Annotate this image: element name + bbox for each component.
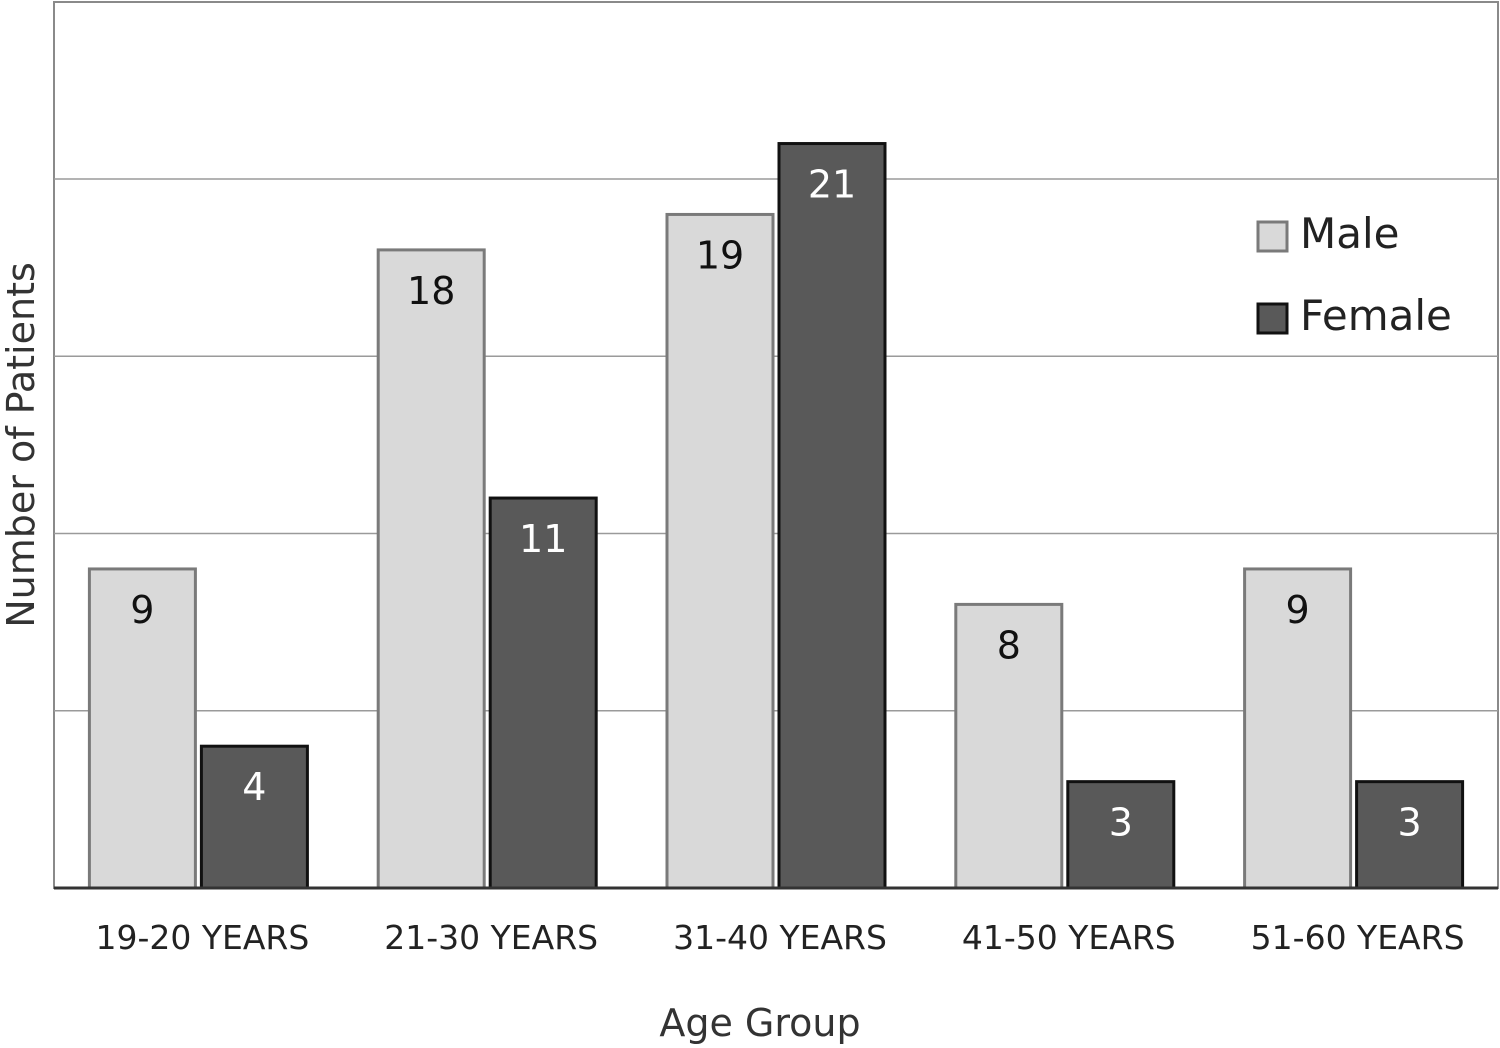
bar-female [1066, 780, 1176, 890]
legend-label-male: Male [1300, 209, 1399, 258]
data-label-female: 11 [519, 517, 567, 561]
x-tick-labels: 19-20 YEARS 21-30 YEARS 31-40 YEARS 41-50 Y… [95, 918, 1464, 957]
bar-male [1243, 567, 1353, 890]
data-label-male: 9 [1286, 588, 1310, 632]
legend-label-female: Female [1300, 291, 1452, 340]
data-label-male: 8 [997, 623, 1021, 667]
legend: Male Female [1256, 209, 1452, 340]
data-label-female: 3 [1398, 801, 1422, 845]
bar-male [954, 602, 1064, 890]
y-axis-title: Number of Patients [0, 262, 43, 628]
legend-swatch-female [1256, 302, 1289, 335]
x-tick-label: 41-50 YEARS [962, 918, 1176, 957]
x-tick-label: 31-40 YEARS [673, 918, 887, 957]
x-axis-title: Age Group [659, 1001, 860, 1045]
data-label-male: 9 [130, 588, 154, 632]
data-label-female: 4 [242, 765, 266, 809]
data-label-male: 19 [696, 233, 744, 277]
bar-male [665, 212, 775, 890]
legend-swatch-male [1256, 220, 1289, 253]
x-tick-label: 21-30 YEARS [384, 918, 598, 957]
bar-female [1355, 780, 1465, 890]
x-tick-label: 19-20 YEARS [95, 918, 309, 957]
x-tick-label: 51-60 YEARS [1251, 918, 1465, 957]
data-label-female: 21 [808, 163, 856, 207]
data-label-male: 18 [407, 269, 455, 313]
data-label-female: 3 [1109, 801, 1133, 845]
bar-female [777, 142, 887, 890]
bar-female [488, 496, 598, 890]
bar-female [199, 744, 309, 890]
bar-male [376, 248, 486, 890]
